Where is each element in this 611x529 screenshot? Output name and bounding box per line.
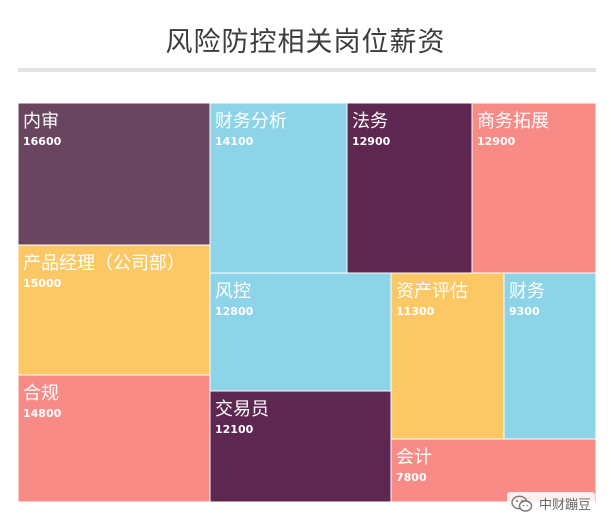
treemap-cell-caiwu-fenxi: 财务分析 14100 — [209, 102, 348, 274]
cell-label: 产品经理（公司部） — [23, 253, 185, 274]
treemap-cell-zichan-pinggu: 资产评估 11300 — [390, 272, 505, 440]
cell-label: 财务分析 — [215, 111, 287, 132]
treemap-tile — [471, 102, 597, 274]
treemap-cell-shangwu-tuozhan: 商务拓展 12900 — [471, 102, 597, 274]
treemap-tile — [390, 438, 597, 503]
treemap-tile — [17, 244, 211, 376]
cell-label: 内审 — [23, 111, 59, 132]
title-divider — [18, 68, 596, 72]
cell-value-label: 14800 — [23, 407, 62, 420]
watermark: 中财蹦豆 — [506, 492, 595, 515]
treemap-cell-fengkong: 风控 12800 — [209, 272, 392, 392]
cell-value-label: 12900 — [477, 135, 516, 148]
chart-title: 风险防控相关岗位薪资 — [165, 27, 446, 58]
cell-value-label: 9300 — [509, 305, 540, 318]
treemap-cell-chanpin-jingli: 产品经理（公司部） 15000 — [17, 244, 211, 376]
treemap-tile — [346, 102, 473, 274]
treemap-tile — [17, 102, 211, 246]
cell-value-label: 12900 — [352, 135, 391, 148]
cell-label: 合规 — [23, 383, 59, 404]
cell-value-label: 14100 — [215, 135, 254, 148]
cell-label: 会计 — [396, 447, 432, 468]
cell-label: 财务 — [509, 281, 545, 302]
cell-value-label: 12100 — [215, 423, 254, 436]
treemap-cell-jiaoyiyuan: 交易员 12100 — [209, 390, 392, 503]
cell-value-label: 7800 — [396, 471, 427, 484]
treemap-tile — [209, 272, 392, 392]
wechat-icon — [511, 495, 533, 512]
treemap-tile — [390, 272, 505, 440]
watermark-text: 中财蹦豆 — [538, 498, 591, 513]
treemap-cell-caiwu: 财务 9300 — [503, 272, 597, 440]
cell-value-label: 16600 — [23, 135, 62, 148]
cell-value-label: 15000 — [23, 277, 62, 290]
cell-label: 资产评估 — [396, 281, 468, 302]
cell-label: 法务 — [352, 111, 388, 132]
treemap-cell-hegui: 合规 14800 — [17, 374, 211, 503]
treemap-cell-kuaiji: 会计 7800 — [390, 438, 597, 503]
cell-value-label: 11300 — [396, 305, 435, 318]
treemap-tile — [17, 374, 211, 503]
treemap-cell-fawu: 法务 12900 — [346, 102, 473, 274]
cell-value-label: 12800 — [215, 305, 254, 318]
cell-label: 交易员 — [215, 399, 269, 420]
cell-label: 风控 — [215, 281, 251, 302]
cell-label: 商务拓展 — [477, 111, 549, 132]
treemap-tile — [209, 390, 392, 503]
treemap-cell-neishen: 内审 16600 — [17, 102, 211, 246]
